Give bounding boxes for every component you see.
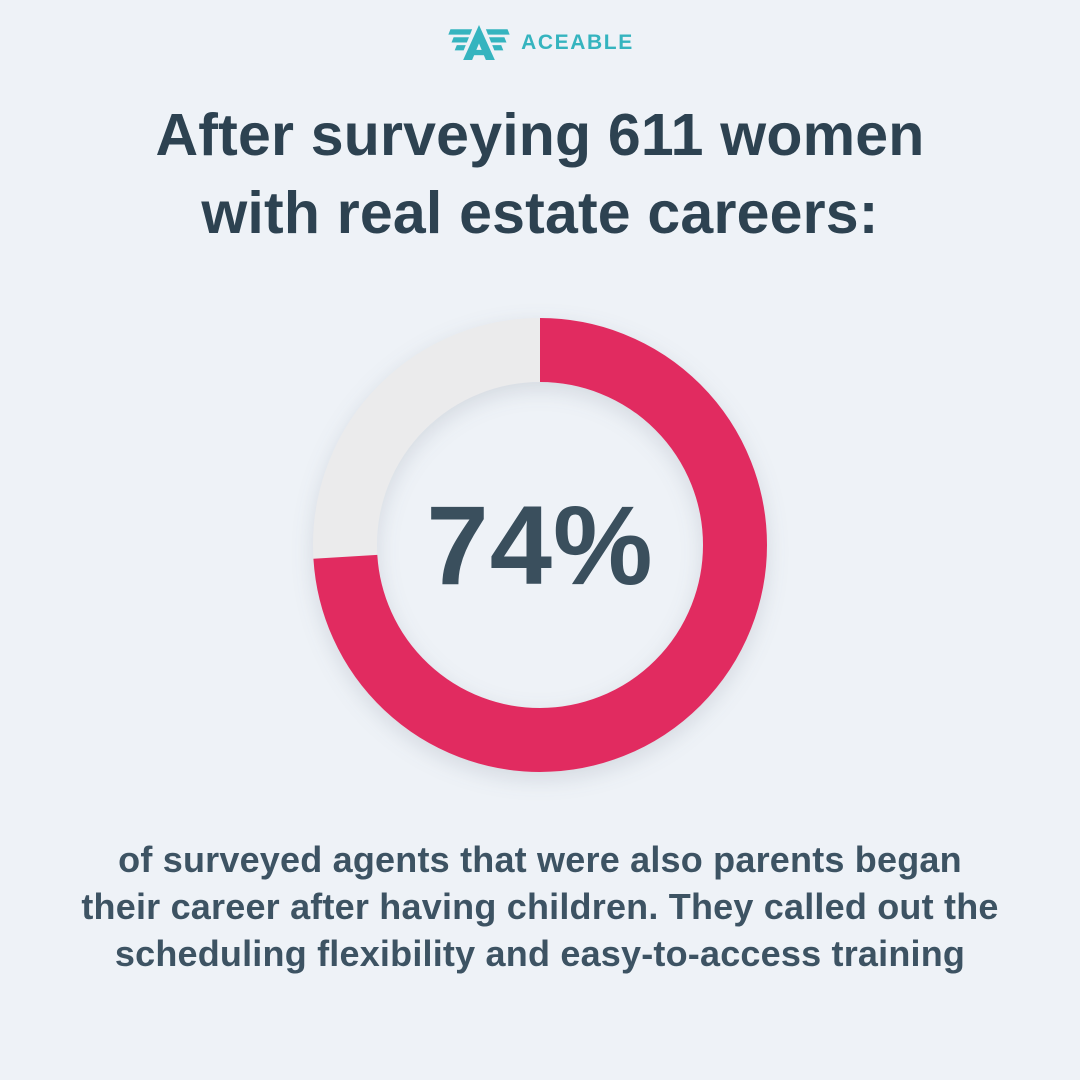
donut-segment-filled — [313, 318, 767, 772]
donut-center-value: 74% — [426, 482, 654, 608]
caption-line3: scheduling flexibility and easy-to-acces… — [114, 933, 966, 974]
page-title-line2: with real estate careers: — [201, 180, 879, 246]
brand-name: ACEABLE — [521, 31, 634, 54]
page-title-line1: After surveying 611 women — [155, 102, 925, 168]
brand-logo: ACEABLE — [0, 24, 1080, 61]
aceable-winged-a-icon — [446, 24, 512, 61]
donut-chart: 74% — [313, 318, 767, 772]
caption-text: of surveyed agents that were also parent… — [0, 836, 1080, 977]
caption-line2: their career after having children. They… — [81, 886, 999, 927]
page-title: After surveying 611 women with real esta… — [0, 96, 1080, 252]
caption-line1: of surveyed agents that were also parent… — [118, 839, 962, 880]
